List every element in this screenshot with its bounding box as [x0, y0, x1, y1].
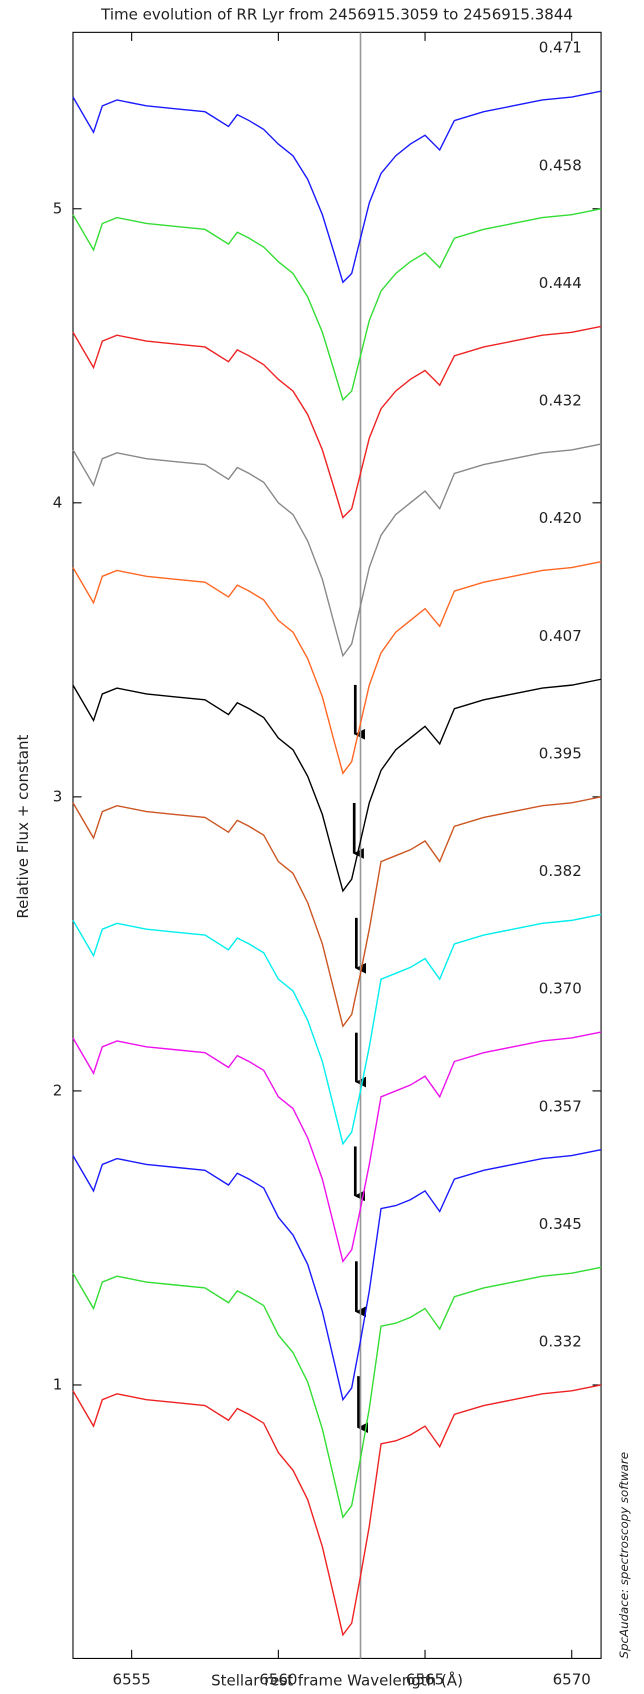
- spectrum-line: [72, 325, 602, 519]
- x-tick-label: 6565: [406, 1670, 444, 1688]
- y-tick-label: 1: [53, 1375, 63, 1393]
- spectrum-line: [72, 796, 602, 1028]
- spectrum-line: [72, 1266, 602, 1519]
- series-label: 0.420: [539, 509, 582, 527]
- spectrum-line: [72, 913, 602, 1146]
- chart-title: Time evolution of RR Lyr from 2456915.30…: [100, 6, 573, 24]
- plot-frame: [72, 31, 602, 1659]
- spectrum-line: [72, 1384, 602, 1637]
- series-label: 0.357: [539, 1097, 582, 1115]
- spectrum-line: [72, 678, 602, 893]
- series-label: 0.332: [539, 1333, 582, 1351]
- series-label: 0.407: [539, 627, 582, 645]
- spectrum-line: [72, 1031, 602, 1264]
- series-label: 0.382: [539, 862, 582, 880]
- series-label: 0.345: [539, 1215, 582, 1233]
- spectrum-line: [72, 208, 602, 402]
- series-label: 0.395: [539, 744, 582, 762]
- credit: SpcAudace: spectroscopy software: [617, 1452, 631, 1658]
- y-axis-label: Relative Flux + constant: [14, 735, 32, 919]
- y-tick-label: 3: [53, 787, 63, 805]
- x-axis-label: Stellar rest frame Wavelength (Å): [211, 1670, 463, 1689]
- series-label: 0.432: [539, 392, 582, 410]
- series-label: 0.370: [539, 980, 582, 998]
- x-tick-label: 6570: [553, 1670, 591, 1688]
- spectrum-line: [72, 90, 602, 284]
- spectrum-line: [72, 1149, 602, 1402]
- series-label: 0.471: [539, 39, 582, 57]
- x-tick-label: 6560: [259, 1670, 297, 1688]
- y-tick-label: 2: [53, 1081, 63, 1099]
- x-tick-label: 6555: [113, 1670, 151, 1688]
- series-label: 0.444: [539, 274, 582, 292]
- y-tick-label: 5: [53, 199, 63, 217]
- arrows: [352, 684, 369, 1434]
- series-label: 0.458: [539, 156, 582, 174]
- spectrum-line: [72, 560, 602, 775]
- spectrum-line: [72, 443, 602, 658]
- y-tick-label: 4: [53, 493, 63, 511]
